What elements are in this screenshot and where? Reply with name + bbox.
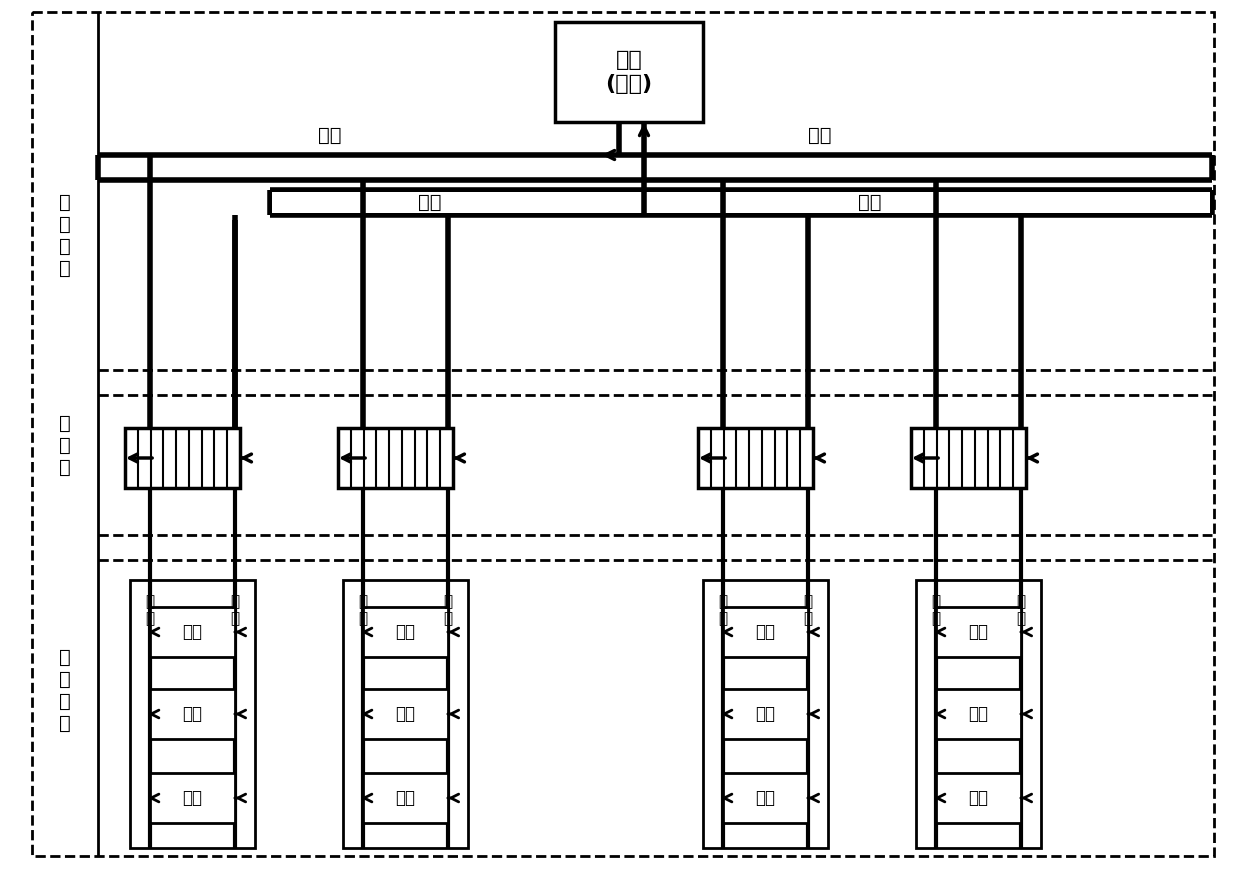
Text: 用户: 用户 — [182, 705, 202, 723]
Bar — [936, 607, 1021, 657]
Bar — [363, 607, 448, 657]
Text: 供
水: 供 水 — [931, 594, 941, 627]
Bar — [916, 580, 1042, 848]
Bar — [339, 428, 453, 488]
Text: 用户: 用户 — [755, 789, 775, 807]
Text: 回
水: 回 水 — [231, 594, 239, 627]
Text: 一
级
管
网: 一 级 管 网 — [60, 193, 71, 277]
Text: 用户: 用户 — [182, 623, 202, 641]
Bar — [150, 773, 236, 823]
Text: 用户: 用户 — [396, 623, 415, 641]
Text: 供
水: 供 水 — [358, 594, 367, 627]
Bar — [272, 192, 1210, 213]
Bar — [150, 689, 236, 739]
Text: 回
水: 回 水 — [444, 594, 453, 627]
Text: 供
水: 供 水 — [145, 594, 155, 627]
Bar — [723, 607, 808, 657]
Bar — [130, 580, 255, 848]
Text: 换
热
站: 换 热 站 — [60, 414, 71, 476]
Text: 回水: 回水 — [858, 193, 882, 211]
Text: 供
水: 供 水 — [718, 594, 728, 627]
Text: 用户: 用户 — [182, 789, 202, 807]
Bar — [936, 689, 1021, 739]
Text: 用户: 用户 — [755, 705, 775, 723]
Bar — [556, 22, 703, 122]
Text: 回
水: 回 水 — [1017, 594, 1025, 627]
Text: 用户: 用户 — [396, 705, 415, 723]
Bar — [343, 580, 467, 848]
Bar — [911, 428, 1025, 488]
Text: 用户: 用户 — [968, 789, 988, 807]
Text: 供水: 供水 — [808, 125, 832, 144]
Bar — [703, 580, 828, 848]
Text: 回水: 回水 — [418, 193, 441, 211]
Text: 首站
(热源): 首站 (热源) — [605, 50, 652, 94]
Bar — [150, 607, 236, 657]
Bar — [723, 689, 808, 739]
Text: 回
水: 回 水 — [804, 594, 812, 627]
Text: 用户: 用户 — [396, 789, 415, 807]
Bar — [936, 773, 1021, 823]
Text: 用户: 用户 — [968, 623, 988, 641]
Bar — [723, 773, 808, 823]
Bar — [363, 773, 448, 823]
Text: 用户: 用户 — [755, 623, 775, 641]
Text: 供水: 供水 — [319, 125, 342, 144]
Bar — [363, 689, 448, 739]
Text: 二
级
管
网: 二 级 管 网 — [60, 647, 71, 733]
Text: 用户: 用户 — [968, 705, 988, 723]
Bar — [698, 428, 813, 488]
Bar — [125, 428, 241, 488]
